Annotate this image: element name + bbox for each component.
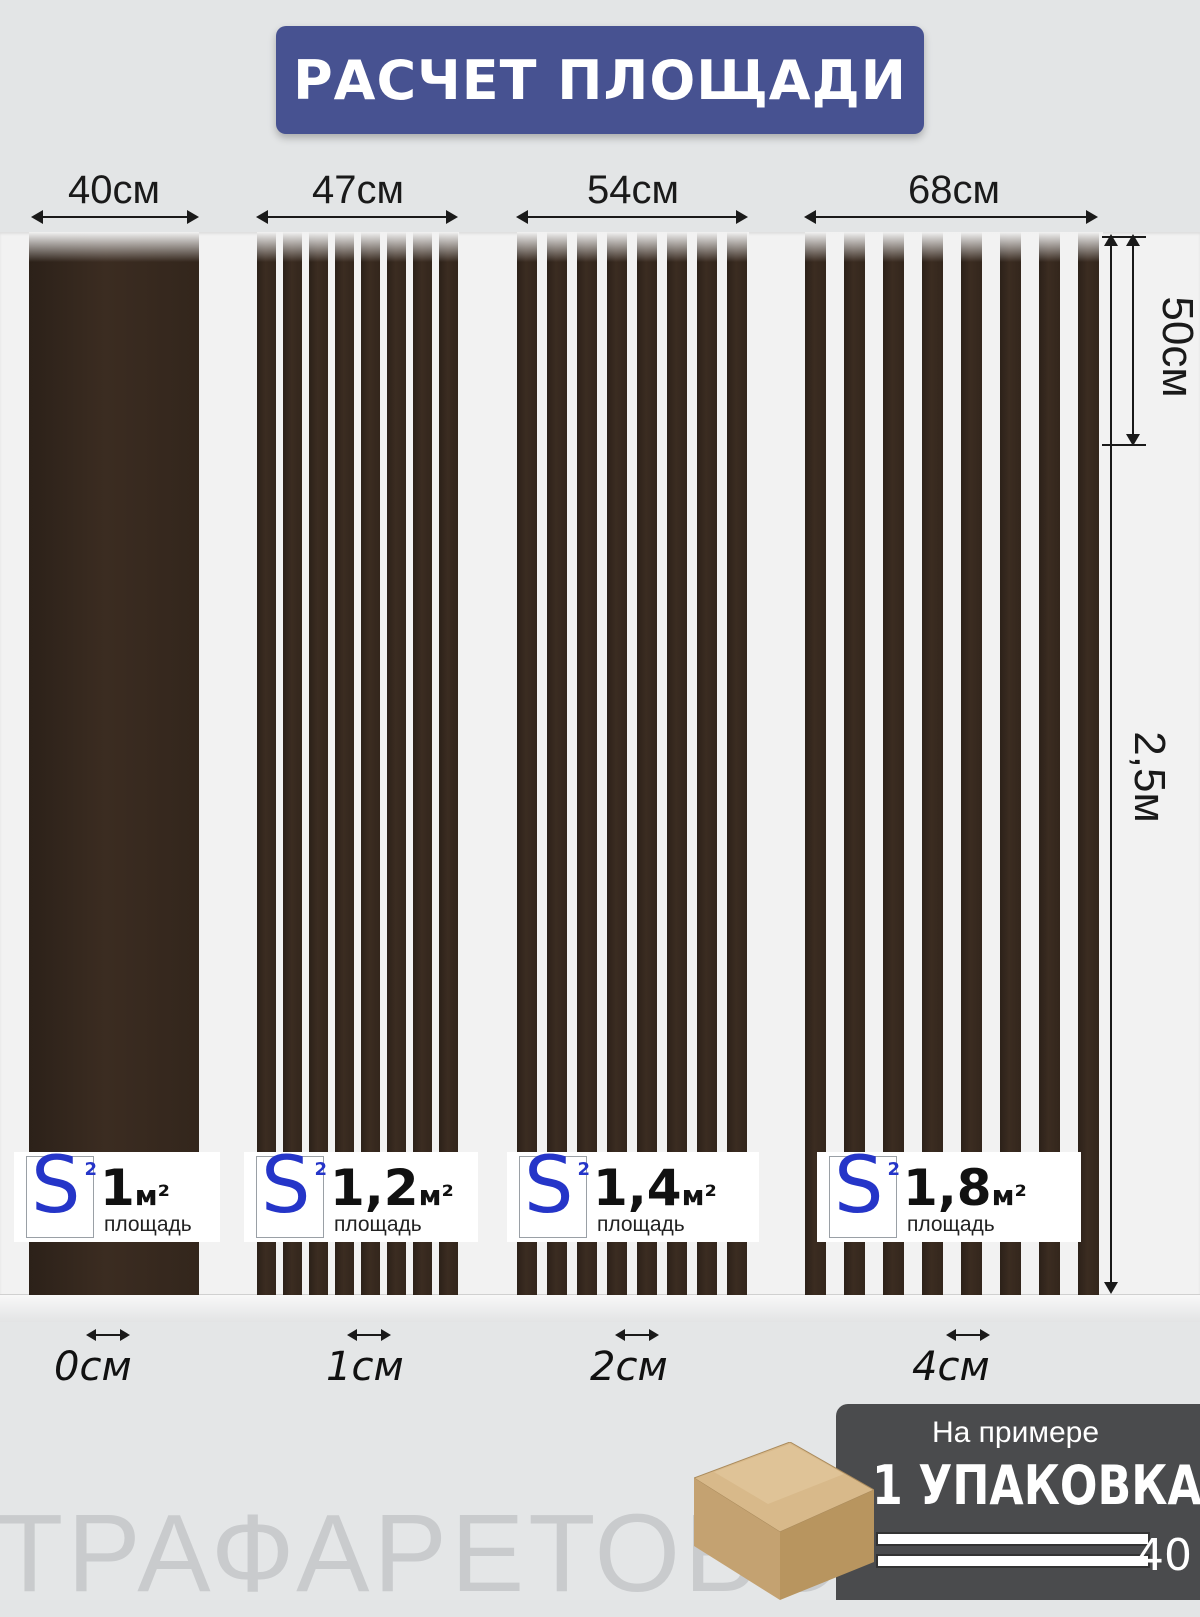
area-s-icon: S 2 bbox=[26, 1147, 97, 1238]
panel-width-label: 47см bbox=[312, 168, 404, 212]
panel-68cm bbox=[805, 232, 1103, 1295]
width-arrow bbox=[256, 210, 458, 224]
area-s-icon: S 2 bbox=[519, 1147, 590, 1238]
area-value: 1,4 bbox=[593, 1159, 682, 1217]
panel-slat bbox=[961, 232, 982, 1295]
total-height-line bbox=[1110, 238, 1112, 1292]
area-caption: площадь bbox=[334, 1213, 422, 1236]
gap-label: 0см bbox=[54, 1344, 132, 1390]
panel-width-label: 40см bbox=[68, 168, 160, 212]
area-unit: м² bbox=[681, 1179, 717, 1212]
panel-40cm bbox=[29, 232, 199, 1295]
panel-slat bbox=[667, 232, 687, 1295]
package-title: 1 УПАКОВКА bbox=[872, 1454, 1200, 1517]
top-height-tick bbox=[1102, 236, 1146, 238]
panel-slat bbox=[607, 232, 627, 1295]
package-subtitle: На примере bbox=[932, 1416, 1100, 1449]
panel-slat bbox=[637, 232, 657, 1295]
gap-arrow bbox=[615, 1329, 659, 1341]
panel-54cm bbox=[517, 232, 749, 1295]
area-value: 1,8 bbox=[903, 1159, 992, 1217]
top-height-tick bbox=[1102, 444, 1146, 446]
panel-slat bbox=[1000, 232, 1021, 1295]
area-card: S 2 1,2м² площадь bbox=[244, 1147, 478, 1242]
gap-label: 2см bbox=[590, 1344, 668, 1390]
area-value: 1,2 bbox=[330, 1159, 419, 1217]
panel-width-label: 54см bbox=[587, 168, 679, 212]
panel-fade bbox=[257, 232, 459, 262]
panel-fade bbox=[517, 232, 749, 262]
page-title: РАСЧЕТ ПЛОЩАДИ bbox=[293, 48, 907, 112]
total-height-arrow-down bbox=[1104, 1282, 1118, 1294]
panel-slat bbox=[805, 232, 826, 1295]
panel-47cm bbox=[257, 232, 459, 1295]
area-caption: площадь bbox=[597, 1213, 685, 1236]
panel-fade bbox=[805, 232, 1103, 262]
panel-slat bbox=[29, 232, 199, 1295]
gap-label: 1см bbox=[326, 1344, 404, 1390]
package-card: На примере 1 УПАКОВКА 40 bbox=[836, 1404, 1200, 1600]
package-count: 40 bbox=[1136, 1530, 1192, 1581]
width-arrow bbox=[516, 210, 748, 224]
panel-slat bbox=[387, 232, 406, 1295]
gap-arrow bbox=[347, 1329, 391, 1341]
panel-slat bbox=[1078, 232, 1099, 1295]
panel-slat bbox=[335, 232, 354, 1295]
package-slat-graphic bbox=[876, 1554, 1150, 1568]
panel-slat bbox=[844, 232, 865, 1295]
panel-slat bbox=[922, 232, 943, 1295]
gap-label: 4см bbox=[912, 1344, 990, 1390]
area-s-icon: S 2 bbox=[256, 1147, 327, 1238]
area-s-icon: S 2 bbox=[829, 1147, 900, 1238]
panel-slat bbox=[361, 232, 380, 1295]
top-height-label: 50см bbox=[1153, 296, 1200, 398]
panel-slat bbox=[727, 232, 747, 1295]
total-height-label: 2,5м bbox=[1125, 731, 1174, 823]
area-unit: м² bbox=[134, 1179, 170, 1212]
package-slat-graphic bbox=[876, 1532, 1150, 1546]
width-arrow bbox=[804, 210, 1098, 224]
area-card: S 2 1,4м² площадь bbox=[507, 1147, 759, 1242]
area-card: S 2 1,8м² площадь bbox=[817, 1147, 1081, 1242]
area-unit: м² bbox=[991, 1179, 1027, 1212]
width-arrow bbox=[31, 210, 199, 224]
panel-slat bbox=[883, 232, 904, 1295]
panel-slat bbox=[283, 232, 302, 1295]
panel-slat bbox=[257, 232, 276, 1295]
area-caption: площадь bbox=[104, 1213, 192, 1236]
area-unit: м² bbox=[418, 1179, 454, 1212]
panel-slat bbox=[517, 232, 537, 1295]
area-card: S 2 1м² площадь bbox=[14, 1147, 220, 1242]
panel-slat bbox=[413, 232, 432, 1295]
panel-slat bbox=[309, 232, 328, 1295]
panel-slat bbox=[547, 232, 567, 1295]
gap-arrow bbox=[86, 1329, 130, 1341]
top-height-arrow-down bbox=[1126, 434, 1140, 446]
panel-width-label: 68см bbox=[908, 168, 1000, 212]
gap-arrow bbox=[946, 1329, 990, 1341]
panel-slat bbox=[577, 232, 597, 1295]
panel-slat bbox=[697, 232, 717, 1295]
area-caption: площадь bbox=[907, 1213, 995, 1236]
cardboard-box-icon bbox=[694, 1442, 874, 1600]
top-height-line bbox=[1132, 238, 1134, 444]
baseboard bbox=[0, 1294, 1200, 1323]
panel-slat bbox=[439, 232, 458, 1295]
panel-fade bbox=[29, 232, 199, 262]
header-banner: РАСЧЕТ ПЛОЩАДИ bbox=[276, 26, 924, 134]
panel-slat bbox=[1039, 232, 1060, 1295]
area-value: 1 bbox=[100, 1159, 135, 1217]
